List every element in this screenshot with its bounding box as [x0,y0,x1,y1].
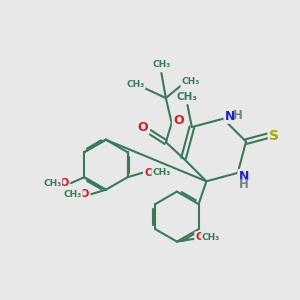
Text: S: S [269,129,279,143]
Text: O: O [173,114,184,127]
Text: CH₃: CH₃ [126,80,145,89]
Text: O: O [144,168,153,178]
Text: CH₃: CH₃ [43,178,62,188]
Text: CH₃: CH₃ [152,60,170,69]
Text: CH₃: CH₃ [152,168,170,177]
Text: N: N [238,170,249,183]
Text: H: H [238,178,248,190]
Text: CH₃: CH₃ [177,92,198,102]
Text: CH₃: CH₃ [181,77,200,86]
Text: CH₃: CH₃ [64,190,82,199]
Text: N: N [224,110,235,123]
Text: H: H [233,109,243,122]
Text: O: O [138,121,148,134]
Text: O: O [195,232,205,242]
Text: O: O [59,178,69,188]
Text: O: O [80,189,89,199]
Text: CH₃: CH₃ [202,233,220,242]
